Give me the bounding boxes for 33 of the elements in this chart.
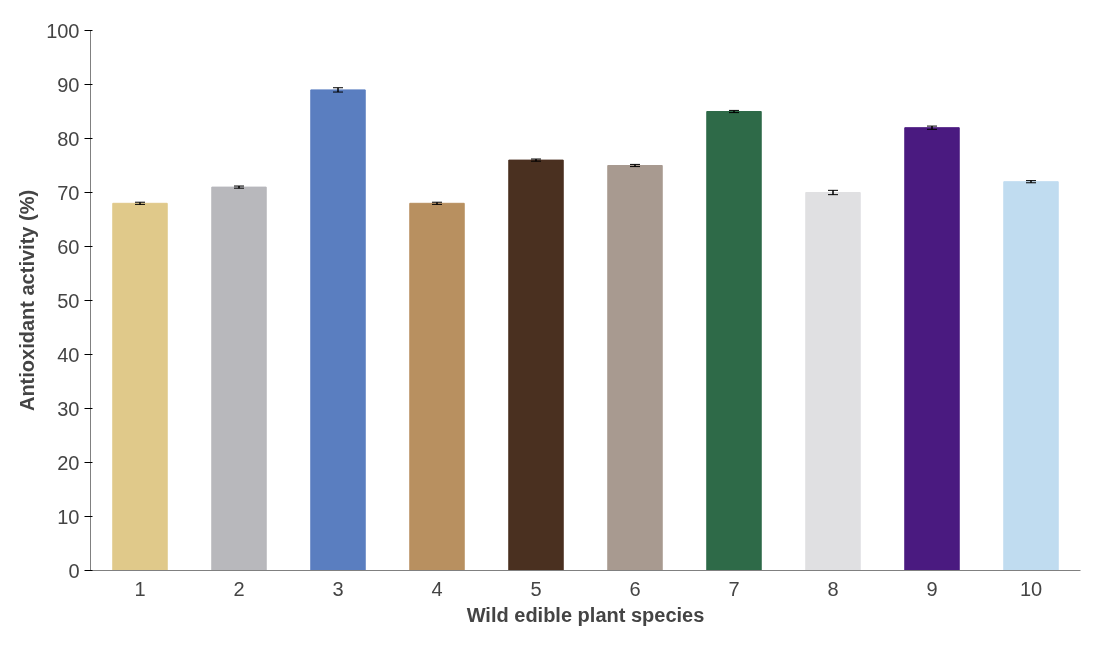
bar <box>1003 181 1059 571</box>
y-tick-label: 30 <box>57 397 80 420</box>
bar <box>607 165 663 571</box>
bar <box>706 111 762 571</box>
y-tick-label: 80 <box>57 127 80 150</box>
x-axis-title: Wild edible plant species <box>466 603 705 626</box>
y-tick-label: 90 <box>57 73 80 96</box>
y-tick-label: 50 <box>57 289 80 312</box>
y-tick-label: 60 <box>57 235 80 258</box>
x-tick-label: 8 <box>827 577 839 600</box>
x-tick-label: 2 <box>233 577 245 600</box>
y-tick-label: 0 <box>68 559 80 582</box>
bar <box>112 202 168 571</box>
x-tick-label: 5 <box>530 577 542 600</box>
y-axis-title: Antioxidant activity (%) <box>16 189 39 412</box>
bar <box>409 202 465 571</box>
bar <box>805 192 861 571</box>
x-tick-label: 4 <box>431 577 443 600</box>
bar <box>508 159 564 571</box>
y-tick-label: 20 <box>57 451 80 474</box>
y-tick-label: 40 <box>57 343 80 366</box>
y-tick-label: 10 <box>57 505 80 528</box>
bar <box>211 186 267 571</box>
x-tick-label: 9 <box>926 577 938 600</box>
y-tick-label: 70 <box>57 181 80 204</box>
x-tick-label: 1 <box>134 577 146 600</box>
bar <box>904 127 960 571</box>
x-tick-label: 3 <box>332 577 344 600</box>
x-tick-label: 7 <box>728 577 740 600</box>
x-tick-label: 10 <box>1019 577 1043 600</box>
y-tick-label: 100 <box>46 19 80 42</box>
bar <box>310 89 366 571</box>
x-tick-label: 6 <box>629 577 641 600</box>
